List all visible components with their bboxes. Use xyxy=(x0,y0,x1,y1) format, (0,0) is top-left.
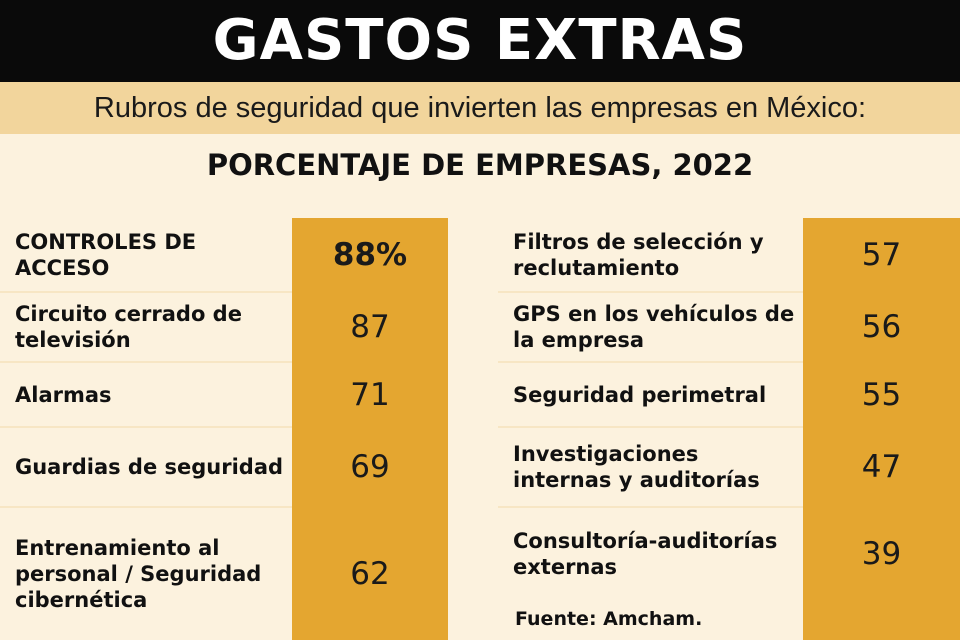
row-label: Filtros de selección y reclutamiento xyxy=(513,230,764,280)
row-value: 71 xyxy=(350,376,390,413)
row-separator xyxy=(0,291,292,293)
value-column xyxy=(803,218,960,640)
row-value: 57 xyxy=(861,237,902,273)
row-value: 87 xyxy=(350,309,390,345)
value-column xyxy=(292,218,448,640)
row-label: Guardias de seguridad xyxy=(15,455,284,479)
row-label: Entrenamiento al personal / Seguridad ci… xyxy=(15,535,262,612)
row-label: Consultoría-auditorías externas xyxy=(513,528,778,579)
row-value: 62 xyxy=(350,555,390,592)
subtitle: Rubros de seguridad que invierten las em… xyxy=(0,82,960,134)
row-separator xyxy=(0,426,292,428)
row-label: GPS en los vehículos de la empresa xyxy=(513,302,795,352)
row-separator xyxy=(0,506,292,508)
row-label: Alarmas xyxy=(15,382,112,407)
title: GASTOS EXTRAS xyxy=(0,0,960,82)
row-separator xyxy=(498,361,803,363)
table-title: PORCENTAJE DE EMPRESAS, 2022 xyxy=(206,148,754,182)
row-value: 69 xyxy=(350,449,390,485)
row-separator xyxy=(0,361,292,363)
row-label: Circuito cerrado de televisión xyxy=(15,302,242,352)
row-separator xyxy=(498,291,803,293)
row-separator xyxy=(498,426,803,428)
row-value: 88% xyxy=(332,237,408,273)
source: Fuente: Amcham. xyxy=(515,608,703,630)
row-label: Seguridad perimetral xyxy=(513,382,767,407)
row-label: Investigaciones internas y auditorías xyxy=(513,442,760,492)
row-value: 47 xyxy=(861,449,902,485)
row-separator xyxy=(498,506,803,508)
row-value: 39 xyxy=(861,535,902,572)
row-value: 56 xyxy=(861,309,902,345)
row-value: 55 xyxy=(861,376,902,413)
row-label: CONTROLES DE ACCESO xyxy=(15,230,197,280)
